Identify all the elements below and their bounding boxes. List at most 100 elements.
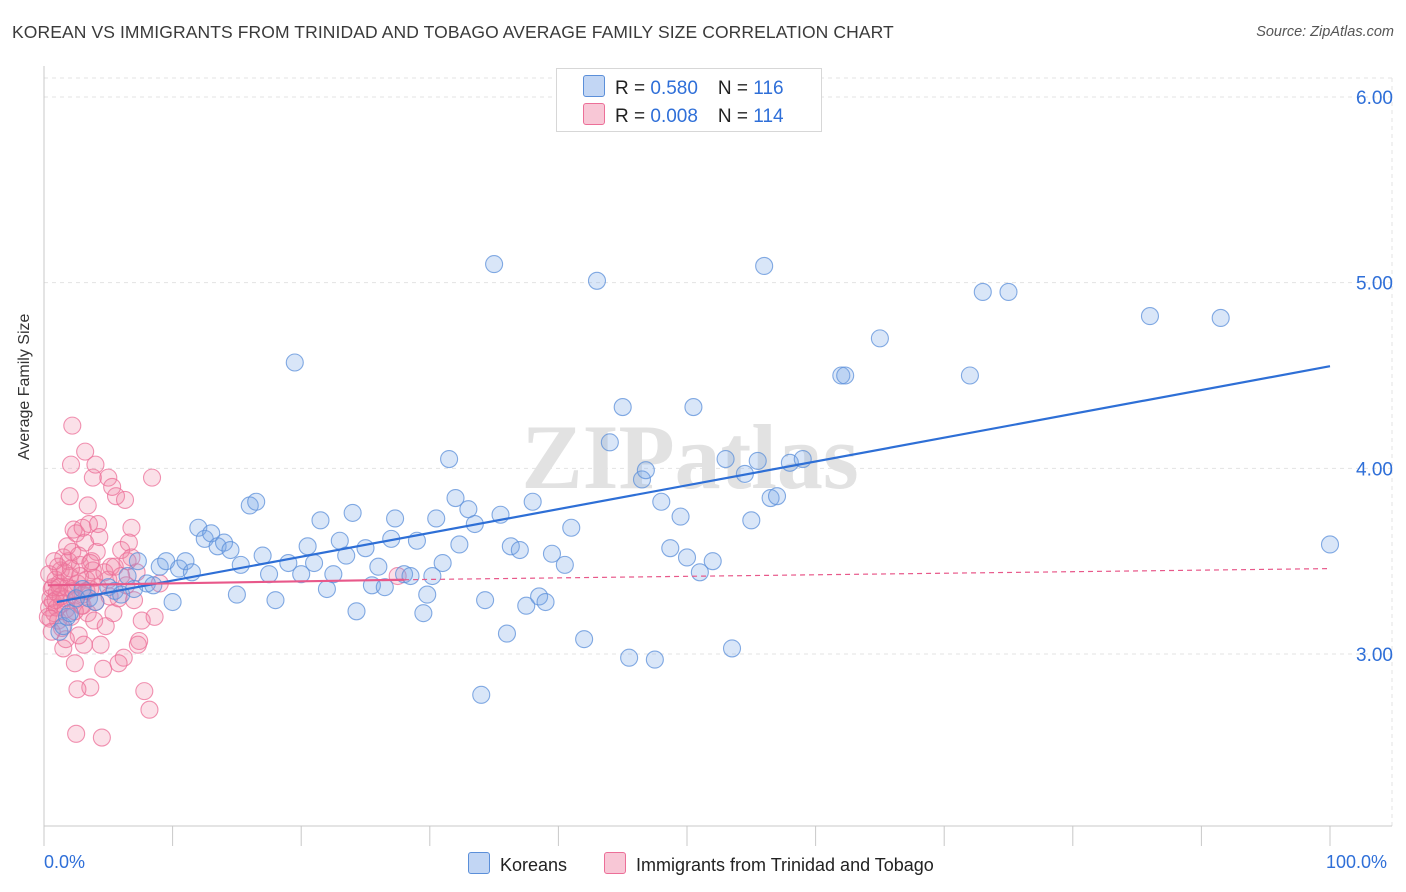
legend-row-koreans: R = 0.580 N = 116	[583, 75, 784, 100]
y-axis-label: Average Family Size	[16, 313, 33, 460]
immigrants-point	[50, 578, 69, 597]
immigrants-point	[103, 477, 122, 496]
immigrants-point	[78, 496, 97, 515]
trend-lines	[47, 365, 1331, 604]
immigrants-point	[81, 553, 100, 573]
legend-item-immigrants: Immigrants from Trinidad and Tobago	[604, 852, 934, 876]
immigrants-point	[91, 635, 110, 654]
immigrants-point	[64, 520, 83, 539]
koreans-point	[620, 648, 639, 667]
koreans-point	[652, 492, 671, 511]
koreans-point	[742, 511, 761, 530]
immigrants-point	[65, 654, 84, 673]
immigrants-point	[73, 518, 92, 537]
koreans-point	[536, 592, 555, 612]
koreans-point	[562, 518, 581, 537]
koreans-point	[703, 552, 722, 571]
koreans-point	[176, 552, 195, 571]
koreans-point	[227, 585, 246, 604]
koreans-point	[253, 546, 272, 565]
koreans-point	[418, 585, 437, 604]
immigrants-point	[86, 455, 105, 474]
koreans-point	[305, 553, 324, 573]
koreans-point	[523, 492, 542, 511]
immigrants-point	[115, 490, 135, 509]
koreans-point	[298, 537, 317, 556]
y-tick-label: 4.00	[1356, 459, 1393, 480]
koreans-point	[285, 353, 304, 372]
koreans-point	[748, 451, 767, 470]
immigrants-point	[145, 607, 164, 626]
koreans-point	[755, 256, 774, 276]
legend-r-value: 0.008	[650, 106, 698, 127]
legend-item-label: Koreans	[500, 855, 568, 875]
koreans-point	[214, 533, 234, 552]
immigrants-point	[67, 724, 86, 743]
koreans-point	[600, 433, 619, 452]
immigrants-point	[68, 680, 87, 699]
koreans-point	[231, 555, 250, 574]
koreans-point	[501, 537, 520, 556]
y-tick-label: 5.00	[1356, 274, 1393, 295]
koreans-point	[542, 544, 562, 563]
immigrants-point	[140, 700, 159, 719]
koreans-point	[555, 555, 574, 574]
immigrants-point	[63, 416, 82, 435]
immigrants-point	[135, 682, 154, 701]
koreans-point	[761, 488, 780, 508]
immigrants-point	[109, 654, 128, 673]
koreans-point	[613, 398, 632, 417]
koreans-point	[440, 449, 459, 469]
koreans-point	[337, 546, 356, 565]
immigrants-point	[87, 542, 106, 561]
koreans-swatch	[583, 75, 605, 97]
koreans-point	[324, 565, 343, 584]
immigrants-point	[114, 648, 133, 667]
immigrants-point	[112, 540, 131, 560]
stats-legend: R = 0.580 N = 116 R = 0.008 N = 114	[556, 68, 822, 132]
koreans-point	[836, 366, 855, 385]
immigrants-point	[94, 659, 113, 678]
koreans-point	[973, 282, 992, 302]
immigrants-point	[61, 455, 81, 474]
koreans-point	[401, 566, 420, 586]
koreans-point	[485, 255, 504, 274]
koreans-point	[86, 592, 105, 612]
koreans-point	[1211, 308, 1230, 327]
legend-r-label: R =	[615, 106, 651, 127]
chart-title: KOREAN VS IMMIGRANTS FROM TRINIDAD AND T…	[12, 22, 894, 42]
koreans-point	[716, 449, 735, 469]
koreans-point	[433, 553, 452, 573]
koreans-point	[999, 282, 1018, 302]
x-tick-min: 0.0%	[44, 852, 86, 872]
legend-n-value: 116	[753, 78, 784, 99]
koreans-point	[636, 461, 655, 480]
koreans-point	[510, 540, 529, 560]
immigrants-point	[118, 552, 137, 571]
immigrants-point	[88, 514, 108, 534]
koreans-point	[661, 539, 680, 558]
koreans-point	[259, 565, 279, 584]
immigrants-swatch	[583, 103, 605, 125]
koreans-point	[684, 398, 703, 417]
y-tick-label: 6.00	[1356, 88, 1393, 109]
immigrants-point	[122, 518, 141, 537]
immigrants-point	[59, 552, 78, 571]
koreans-point	[423, 566, 442, 586]
legend-r-value: 0.580	[650, 78, 698, 99]
legend-n-label: N =	[717, 78, 754, 99]
koreans-point	[960, 366, 979, 385]
koreans-point	[870, 329, 889, 348]
koreans-point	[767, 487, 787, 506]
koreans-point	[356, 539, 375, 558]
koreans-point	[517, 596, 536, 615]
immigrants-point	[76, 442, 95, 461]
koreans-point	[832, 366, 851, 385]
koreans-point	[632, 470, 652, 489]
x-tick-max: 100.0%	[1326, 852, 1388, 872]
koreans-point	[476, 591, 495, 610]
koreans-point	[575, 630, 594, 649]
legend-item-label: Immigrants from Trinidad and Tobago	[636, 855, 934, 875]
koreans-point	[472, 685, 491, 704]
